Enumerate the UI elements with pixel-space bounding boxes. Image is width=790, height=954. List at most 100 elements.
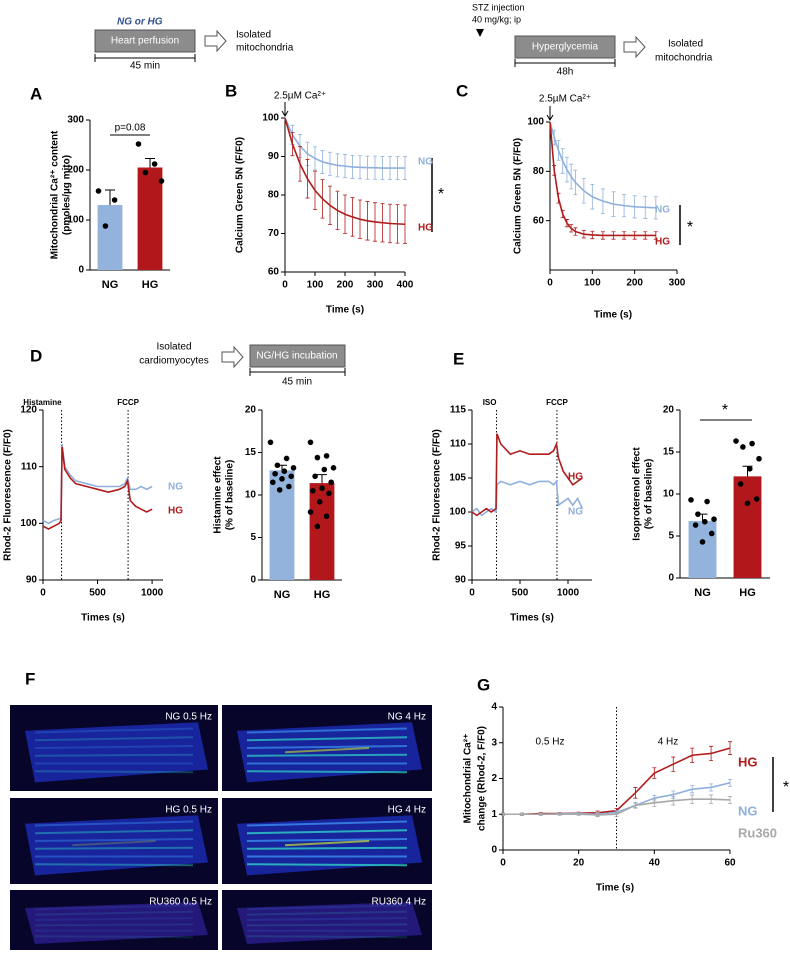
image-label: HG 0.5 Hz [165,805,212,816]
data-point [711,516,717,522]
source: Isolated [156,342,191,353]
y-tick-label: 100 [262,113,279,124]
data-point [135,141,142,147]
x-tick-label: 60 [724,858,736,869]
series-label: HG [418,223,433,234]
series-line [42,443,153,525]
y-axis-label: Calcium Green 5N (F/F0) [513,138,524,254]
y-tick-label: 0 [668,573,674,584]
y-tick-label: 1 [491,809,497,820]
data-point [708,530,715,537]
image-label: HG 4 Hz [388,805,426,816]
data-point [321,466,328,473]
x-tick-label: 40 [649,858,661,869]
panel-letter: F [25,669,35,688]
x-tick-label: 400 [397,280,414,291]
stimulus-arrow [281,102,289,117]
duration: 45 min [282,377,312,388]
series-line [471,433,583,517]
hotspot [284,840,370,847]
error-bar [317,474,327,484]
striation [246,753,408,757]
image-label: NG 0.5 Hz [165,712,212,723]
data-point [330,465,337,471]
panel-letter: D [30,346,42,365]
x-tick-label: HG [314,589,331,601]
duration: 45 min [130,61,160,72]
series-line [284,117,406,226]
y-axis-label: Mitochondrial Ca²⁺ content [50,130,61,259]
series-label: HG [738,754,758,769]
y-tick-label: 0 [78,265,84,276]
data-point [111,197,118,203]
y-tick-label: 100 [449,507,466,518]
marker-label: Histamine [23,398,62,407]
arrow [221,345,244,369]
series-label: HG [655,237,670,248]
stimulus-arrow [546,106,554,121]
striation [246,745,408,749]
y-tick-label: 80 [533,166,545,177]
data-point [326,490,332,497]
data-point [151,161,158,167]
marker-label: ISO [483,398,497,407]
striation [246,910,408,916]
data-point [747,466,753,472]
image-label: RU360 0.5 Hz [149,897,212,908]
data-point [290,465,297,471]
duration-line [249,368,346,376]
series-line [284,117,405,169]
panel-letter: G [477,675,490,694]
y-tick-label: 3 [491,737,497,748]
data-point [756,455,762,462]
series-line [471,479,584,517]
striation [246,838,408,842]
striation [246,829,408,835]
x-axis-label: Time (s) [596,883,634,894]
x-tick-label: 20 [573,858,585,869]
striation [34,736,194,742]
error-bar [728,741,732,755]
error-bar [145,158,155,168]
y-tick-label: 120 [20,405,37,416]
duration: 48h [557,67,574,78]
y-tick-label: 15 [663,447,675,458]
x-tick-label: 500 [512,588,529,599]
data-point [737,481,744,487]
annotation: 2.5µM Ca²⁺ [274,91,326,102]
injection: 40 mg/kg; ip [472,14,521,24]
y-tick-label: 20 [245,405,257,416]
series-line [42,446,153,530]
y-tick-label: 300 [67,115,84,126]
data-point [314,454,321,461]
panel-letter: A [30,84,42,103]
data-point [158,178,165,184]
x-tick-label: 1000 [557,588,580,599]
striation [34,838,194,842]
x-tick-label: 200 [626,278,643,289]
error-bar [105,189,115,205]
x-axis-label: Time (s) [326,305,364,316]
annotation: 0.5 Hz [536,737,565,748]
x-tick-label: NG [694,587,711,599]
panel-letter: B [225,81,237,100]
cell [237,902,422,944]
series-label: NG [568,507,583,518]
striation [34,863,194,867]
step: Heart perfusion [111,36,179,47]
y-tick-label: 100 [20,518,37,529]
striation [246,846,408,850]
y-axis-label: (% of baseline) [225,460,236,531]
data-point [307,509,314,515]
striation [34,904,194,911]
cell [25,902,208,944]
x-tick-label: HG [142,279,159,291]
y-tick-label: 10 [663,489,675,500]
data-point [267,439,274,446]
x-tick-label: NG [102,279,119,291]
x-tick-label: 200 [337,280,354,291]
data-point [740,444,746,450]
y-tick-label: 5 [250,532,256,543]
injection: STZ injection [472,2,525,12]
image-label: RU360 4 Hz [372,897,426,908]
